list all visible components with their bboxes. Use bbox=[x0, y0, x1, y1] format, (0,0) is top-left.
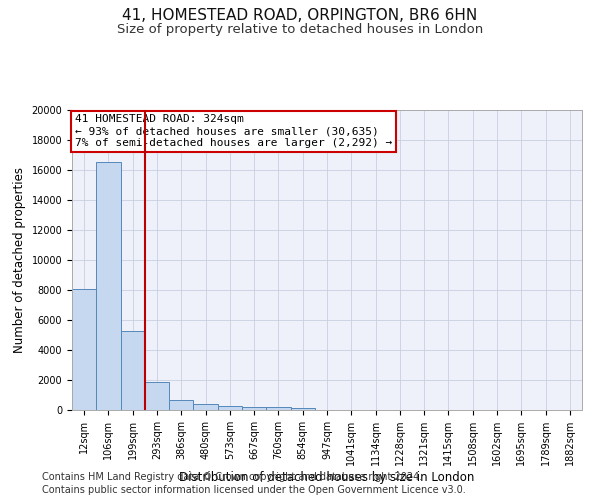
Bar bbox=[121, 330, 145, 410]
Bar bbox=[169, 400, 193, 410]
Text: 41 HOMESTEAD ROAD: 324sqm
← 93% of detached houses are smaller (30,635)
7% of se: 41 HOMESTEAD ROAD: 324sqm ← 93% of detac… bbox=[74, 114, 392, 148]
Bar bbox=[72, 288, 96, 410]
Bar bbox=[218, 406, 242, 410]
Text: Contains public sector information licensed under the Open Government Licence v3: Contains public sector information licen… bbox=[42, 485, 466, 495]
X-axis label: Distribution of detached houses by size in London: Distribution of detached houses by size … bbox=[179, 471, 475, 484]
Text: 41, HOMESTEAD ROAD, ORPINGTON, BR6 6HN: 41, HOMESTEAD ROAD, ORPINGTON, BR6 6HN bbox=[122, 8, 478, 22]
Bar bbox=[242, 407, 266, 410]
Text: Contains HM Land Registry data © Crown copyright and database right 2024.: Contains HM Land Registry data © Crown c… bbox=[42, 472, 422, 482]
Bar bbox=[193, 404, 218, 410]
Y-axis label: Number of detached properties: Number of detached properties bbox=[13, 167, 26, 353]
Bar bbox=[290, 408, 315, 410]
Bar bbox=[145, 382, 169, 410]
Bar bbox=[266, 408, 290, 410]
Text: Size of property relative to detached houses in London: Size of property relative to detached ho… bbox=[117, 22, 483, 36]
Bar bbox=[96, 162, 121, 410]
